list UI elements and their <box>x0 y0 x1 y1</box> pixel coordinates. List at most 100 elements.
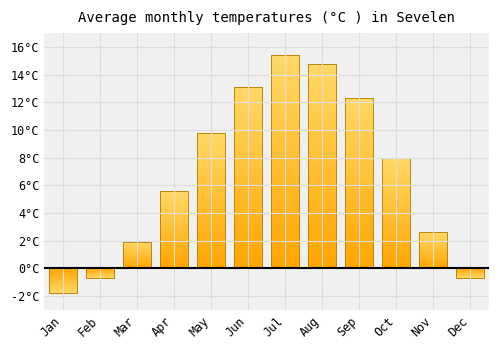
Bar <box>272 149 299 151</box>
Bar <box>272 183 299 185</box>
Bar <box>346 127 373 129</box>
Bar <box>346 129 373 131</box>
Bar <box>234 210 262 212</box>
Bar <box>346 248 373 250</box>
Bar <box>382 253 410 254</box>
Bar <box>197 196 225 198</box>
Bar <box>234 259 262 261</box>
Bar <box>234 138 262 140</box>
Bar <box>197 256 225 257</box>
Bar <box>346 171 373 173</box>
Bar <box>197 146 225 148</box>
Bar <box>272 121 299 124</box>
Bar <box>160 201 188 202</box>
Bar <box>234 201 262 203</box>
Bar <box>272 68 299 70</box>
Bar <box>272 266 299 268</box>
Bar <box>160 199 188 200</box>
Bar <box>272 189 299 191</box>
Bar <box>382 222 410 223</box>
Bar <box>234 87 262 89</box>
Bar <box>197 153 225 154</box>
Bar <box>308 141 336 144</box>
Bar <box>272 164 299 166</box>
Bar <box>420 242 447 243</box>
Bar <box>234 161 262 163</box>
Bar <box>308 117 336 119</box>
Bar <box>272 249 299 251</box>
Bar <box>346 200 373 202</box>
Bar <box>420 247 447 248</box>
Bar <box>234 185 262 187</box>
Bar <box>308 174 336 176</box>
Bar <box>382 218 410 219</box>
Bar <box>234 265 262 266</box>
Bar <box>160 254 188 255</box>
Bar <box>346 113 373 115</box>
Bar <box>197 137 225 138</box>
Bar <box>234 239 262 241</box>
Bar <box>272 64 299 66</box>
Bar <box>346 105 373 107</box>
Bar <box>346 263 373 265</box>
Bar <box>197 167 225 168</box>
Bar <box>160 251 188 252</box>
Bar <box>272 162 299 164</box>
Bar <box>382 177 410 178</box>
Bar <box>346 260 373 261</box>
Bar <box>272 98 299 100</box>
Bar <box>382 192 410 193</box>
Bar <box>308 88 336 90</box>
Bar <box>308 250 336 252</box>
Bar <box>272 243 299 245</box>
Bar <box>346 120 373 122</box>
Bar <box>234 141 262 143</box>
Bar <box>197 209 225 210</box>
Bar <box>197 203 225 204</box>
Bar <box>420 250 447 251</box>
Bar <box>160 239 188 240</box>
Bar <box>197 226 225 228</box>
Bar <box>272 104 299 106</box>
Bar <box>234 243 262 245</box>
Bar <box>234 100 262 101</box>
Bar <box>308 207 336 209</box>
Bar <box>382 198 410 200</box>
Bar <box>346 197 373 198</box>
Bar <box>272 92 299 94</box>
Bar <box>160 249 188 250</box>
Bar <box>197 134 225 135</box>
Bar <box>382 213 410 214</box>
Bar <box>272 256 299 258</box>
Bar <box>346 244 373 246</box>
Bar <box>420 259 447 260</box>
Bar <box>346 132 373 134</box>
Bar <box>234 261 262 263</box>
Bar <box>197 213 225 214</box>
Bar <box>160 257 188 258</box>
Bar <box>382 267 410 268</box>
Bar <box>197 267 225 268</box>
Bar <box>346 204 373 205</box>
Bar <box>420 264 447 265</box>
Bar <box>234 176 262 178</box>
Bar <box>382 246 410 247</box>
Bar <box>160 252 188 253</box>
Bar <box>234 236 262 237</box>
Bar <box>308 266 336 268</box>
Bar <box>234 214 262 216</box>
Bar <box>197 172 225 173</box>
Bar <box>308 178 336 180</box>
Bar <box>160 267 188 268</box>
Bar <box>346 151 373 153</box>
Bar <box>234 189 262 190</box>
Bar <box>272 119 299 121</box>
Bar <box>308 244 336 246</box>
Bar <box>234 160 262 161</box>
Bar <box>197 152 225 153</box>
Bar <box>382 256 410 257</box>
Bar <box>234 237 262 239</box>
Bar <box>346 124 373 125</box>
Bar <box>382 250 410 251</box>
Bar <box>197 142 225 144</box>
